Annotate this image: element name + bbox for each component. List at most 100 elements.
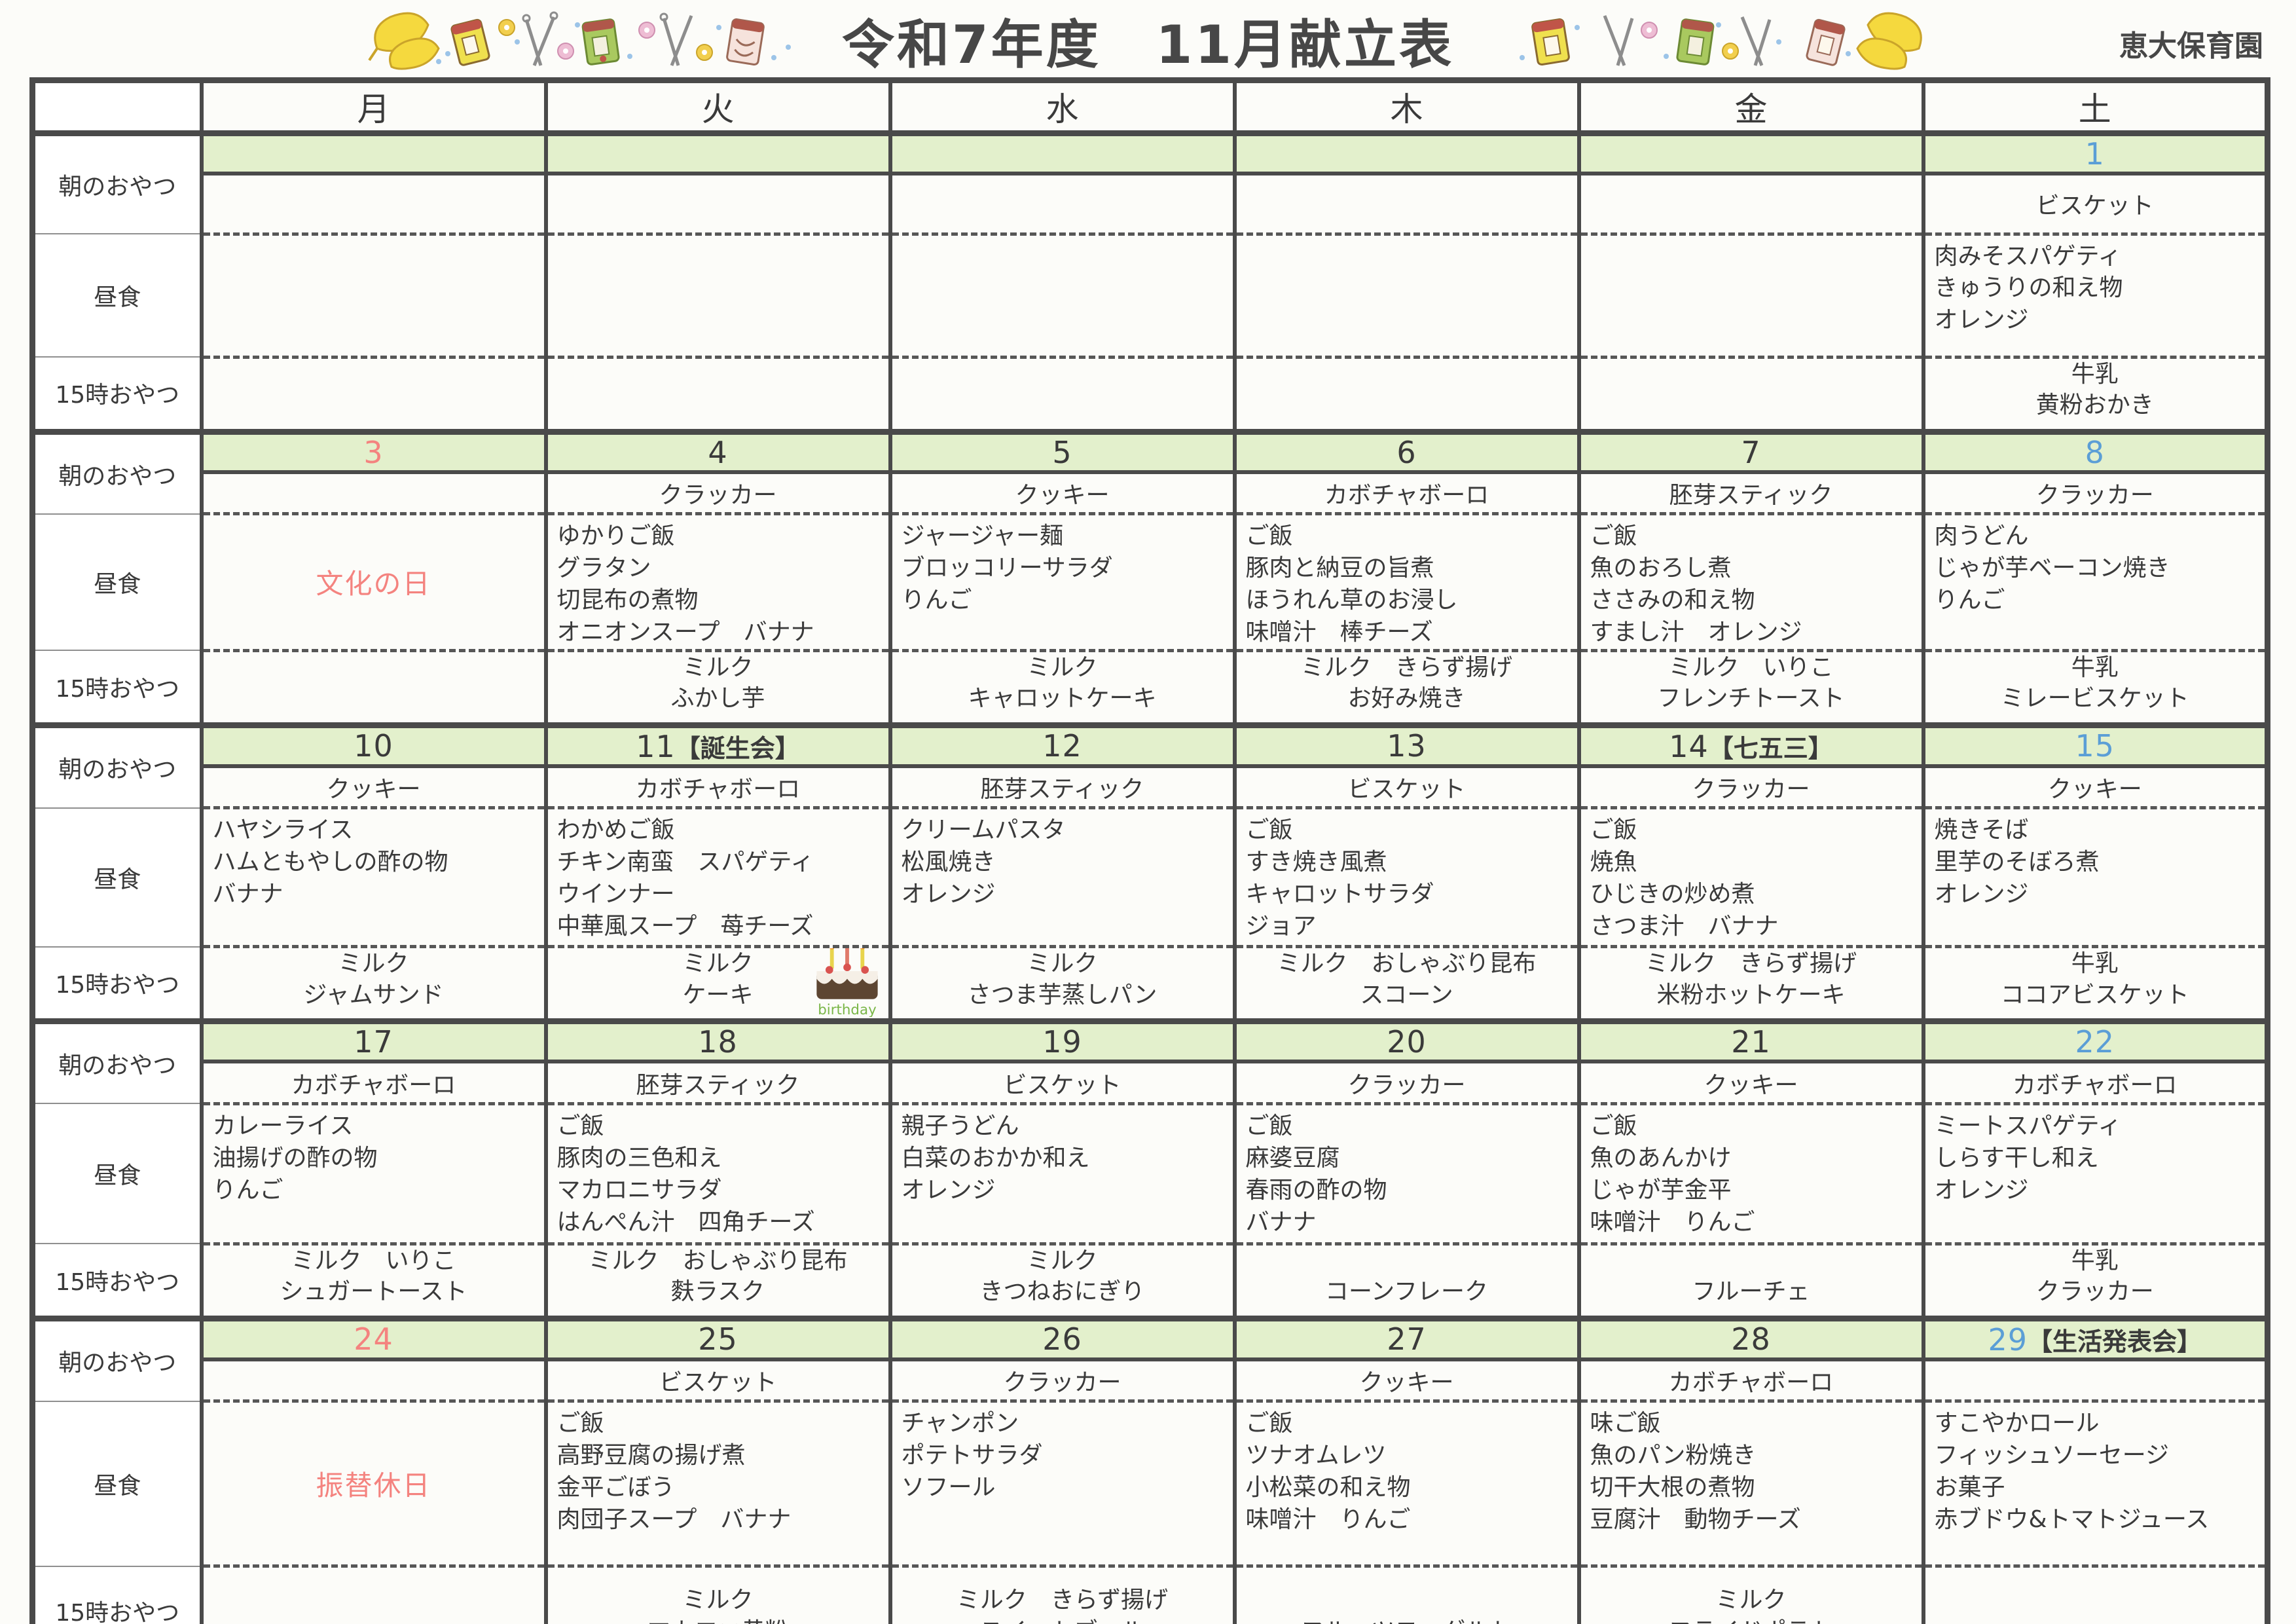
lunch-cell: 味ご飯 魚のパン粉焼き 切干大根の煮物 豆腐汁 動物チーズ (1576, 1401, 1925, 1568)
morning-snack-cell: カボチャボーロ (199, 1061, 548, 1105)
morning-snack-cell: カボチャボーロ (1921, 1061, 2270, 1105)
date-cell: 24 (199, 1315, 548, 1361)
row-label-morning-snack: 朝のおやつ (30, 1315, 204, 1402)
afternoon-snack-cell: ミルク さつま芋蒸しパン (888, 946, 1237, 1022)
crayon-box-icon (1806, 18, 1846, 66)
crayon-box-icon (581, 18, 620, 65)
lunch-cell: わかめご飯 チキン南蛮 スパゲティ ウインナー 中華風スープ 苺チーズ (543, 807, 892, 949)
lunch-cell (888, 234, 1237, 359)
afternoon-snack-cell (199, 1566, 548, 1624)
lunch-cell: 肉うどん じゃが芋ベーコン焼き りんご (1921, 513, 2270, 652)
corner-cell (30, 79, 204, 136)
afternoon-snack-cell: ミルク いりこ シュガートースト (199, 1244, 548, 1319)
date-cell: 20 (1232, 1018, 1581, 1064)
day-header-sat: 土 (1921, 80, 2270, 136)
date-cell: 6 (1232, 428, 1581, 474)
lunch-cell: ご飯 高野豆腐の揚げ煮 金平ごぼう 肉団子スープ バナナ (543, 1401, 892, 1568)
afternoon-snack-cell (1232, 357, 1581, 432)
lunch-cell: ご飯 魚のあんかけ じゃが芋金平 味噌汁 りんご (1576, 1103, 1925, 1246)
morning-snack-cell: 胚芽スティック (888, 766, 1237, 810)
dotted-line-icon (1520, 22, 1851, 60)
lunch-cell-holiday: 文化の日 (199, 513, 548, 652)
row-label-morning-snack: 朝のおやつ (30, 130, 204, 234)
row-label-morning-snack: 朝のおやつ (30, 428, 204, 515)
afternoon-snack-cell: ミルク きらず揚げ スイートブール (888, 1566, 1237, 1624)
morning-snack-cell: クッキー (888, 471, 1237, 516)
autumn-decoration-left-icon (368, 11, 791, 70)
row-label-lunch: 昼食 (30, 233, 204, 358)
lunch-cell: ミートスパゲティ しらす干し和え オレンジ (1921, 1103, 2270, 1246)
row-label-afternoon-snack: 15時おやつ (30, 1243, 204, 1320)
row-label-afternoon-snack: 15時おやつ (30, 356, 204, 433)
menu-table: 月 火 水 木 金 土 朝のおやつ 1 ビスケット 昼食 (29, 77, 2270, 1624)
lunch-cell (1576, 234, 1925, 359)
afternoon-snack-cell: フルーチェ (1576, 1244, 1925, 1319)
afternoon-snack-cell (1921, 1566, 2270, 1624)
flower-icon (638, 22, 655, 39)
date-cell: 5 (888, 428, 1237, 474)
date-cell: 19 (888, 1018, 1237, 1064)
lunch-cell: すこやかロール フィッシュソーセージ お菓子 赤ブドウ&トマトジュース (1921, 1401, 2270, 1568)
lunch-cell: ご飯 焼魚 ひじきの炒め煮 さつま汁 バナナ (1576, 807, 1925, 949)
lunch-cell (543, 234, 892, 359)
date-cell: 15 (1921, 722, 2270, 768)
afternoon-snack-cell: ミルク きらず揚げ 米粉ホットケーキ (1576, 946, 1925, 1022)
morning-snack-cell (888, 174, 1237, 236)
holiday-label: 振替休日 (316, 1469, 431, 1502)
row-label-afternoon-snack: 15時おやつ (30, 1565, 204, 1624)
lunch-cell: ご飯 魚のおろし煮 ささみの和え物 すまし汁 オレンジ (1576, 513, 1925, 652)
morning-snack-cell: クッキー (1921, 766, 2270, 810)
date-cell (1576, 130, 1925, 175)
row-label-lunch: 昼食 (30, 1400, 204, 1567)
afternoon-snack-cell: 牛乳 ミレービスケット (1921, 650, 2270, 726)
date-cell: 3 (199, 428, 548, 474)
lunch-cell-holiday: 振替休日 (199, 1401, 548, 1568)
needles-icon (1603, 15, 1634, 66)
morning-snack-cell: クラッカー (1232, 1061, 1581, 1105)
morning-snack-cell (1921, 1359, 2270, 1403)
row-label-lunch: 昼食 (30, 1103, 204, 1245)
lunch-cell: ゆかりご飯 グラタン 切昆布の煮物 オニオンスープ バナナ (543, 513, 892, 652)
date-cell: 21 (1576, 1018, 1925, 1064)
ginkgo-leaf-icon (368, 12, 440, 70)
school-name: 恵大保育園 (2119, 29, 2263, 63)
morning-snack-cell (199, 174, 548, 236)
day-header-fri: 金 (1576, 80, 1925, 136)
afternoon-snack-cell: ミルク きらず揚げ お好み焼き (1232, 650, 1581, 726)
date-cell: 25 (543, 1315, 892, 1361)
morning-snack-cell: クッキー (199, 766, 548, 810)
afternoon-snack-cell: ミルク ジャムサンド (199, 946, 548, 1022)
afternoon-snack-cell: 牛乳 ココアビスケット (1921, 946, 2270, 1022)
date-cell: 4 (543, 428, 892, 474)
morning-snack-cell: カボチャボーロ (1232, 471, 1581, 516)
afternoon-snack-cell: ミルク マカロニ黄粉 (543, 1566, 892, 1624)
morning-snack-cell: クッキー (1576, 1061, 1925, 1105)
afternoon-snack-cell: フルーツヨーグルト (1232, 1566, 1581, 1624)
row-label-afternoon-snack: 15時おやつ (30, 946, 204, 1022)
date-cell: 1 (1921, 130, 2270, 175)
lunch-cell: チャンポン ポテトサラダ ソフール (888, 1401, 1237, 1568)
lunch-cell: ご飯 ツナオムレツ 小松菜の和え物 味噌汁 りんご (1232, 1401, 1581, 1568)
date-cell: 28 (1576, 1315, 1925, 1361)
needles-icon (1740, 16, 1772, 66)
page-header: 令和7年度 11月献立表 (0, 0, 2296, 77)
lunch-cell: ご飯 麻婆豆腐 春雨の酢の物 バナナ (1232, 1103, 1581, 1246)
afternoon-snack-cell: ミルク ケーキ birthday (543, 946, 892, 1022)
morning-snack-cell: ビスケット (1232, 766, 1581, 810)
morning-snack-cell: ビスケット (888, 1061, 1237, 1105)
crayon-box-icon (1531, 18, 1570, 66)
autumn-decoration-right-icon (1520, 12, 1922, 70)
morning-snack-cell (199, 471, 548, 516)
row-label-lunch: 昼食 (30, 807, 204, 948)
needles-icon (659, 12, 693, 66)
flower-icon (696, 44, 713, 61)
date-cell (199, 130, 548, 175)
morning-snack-cell (1232, 174, 1581, 236)
lunch-cell (1232, 234, 1581, 359)
day-header-thu: 木 (1232, 80, 1581, 136)
ginkgo-leaf-icon (1856, 12, 1922, 70)
lunch-cell: クリームパスタ 松風焼き オレンジ (888, 807, 1237, 949)
page-title: 令和7年度 11月献立表 (842, 14, 1454, 75)
lunch-cell: ご飯 豚肉と納豆の旨煮 ほうれん草のお浸し 味噌汁 棒チーズ (1232, 513, 1581, 652)
afternoon-snack-cell (199, 650, 548, 726)
